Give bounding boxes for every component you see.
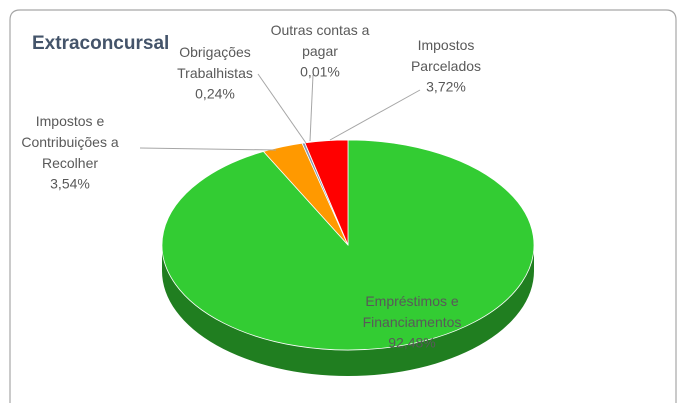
- slice-label: Obrigações Trabalhistas: [177, 44, 253, 81]
- slice-label-line: Impostos e: [36, 113, 105, 129]
- slice-label-line: Trabalhistas: [177, 65, 253, 81]
- slice-label: Impostos Parcelados: [411, 37, 481, 74]
- slice-label: Outras contas a pagar: [271, 22, 370, 59]
- slice-label-line: Financiamentos: [363, 314, 462, 330]
- leader-line: [329, 89, 421, 141]
- slice-value-label: 0,01%: [300, 64, 340, 80]
- slice-label-line: Outras contas a: [271, 22, 370, 38]
- slice-label-line: Parcelados: [411, 58, 481, 74]
- slice-value-label: 3,54%: [50, 176, 90, 192]
- chart-frame: [9, 9, 677, 403]
- slice-label-line: Contribuições a: [21, 134, 118, 150]
- slice-label-line: Empréstimos e: [365, 293, 459, 309]
- slice-value-label: 0,24%: [195, 86, 235, 102]
- slice-label: Impostos e Contribuições a Recolher: [21, 113, 118, 171]
- slice-value-label: 92,48%: [388, 335, 435, 351]
- slice-label-line: Impostos: [418, 37, 475, 53]
- slice-label-line: pagar: [302, 43, 338, 59]
- leader-line: [257, 73, 307, 144]
- slice: [304, 139, 349, 246]
- leader-line: [139, 147, 277, 151]
- slice-value-label: 3,72%: [426, 79, 466, 95]
- slice-label-line: Obrigações: [179, 44, 251, 60]
- leader-line: [309, 74, 314, 142]
- slice-label-line: Recolher: [42, 155, 98, 171]
- slice-label: Empréstimos e Financiamentos: [363, 293, 462, 330]
- slice-side: [162, 245, 534, 376]
- chart-title: Extraconcursal: [32, 33, 169, 54]
